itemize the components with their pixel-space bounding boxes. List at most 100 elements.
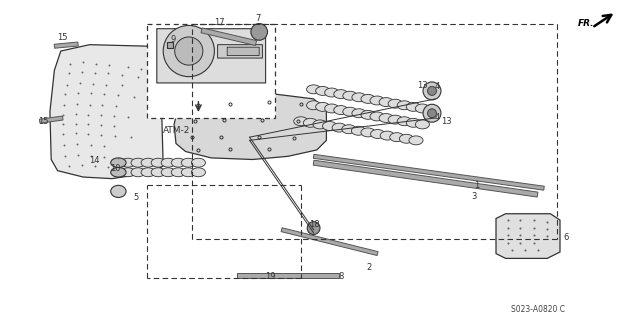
Text: 10: 10: [110, 164, 120, 173]
Ellipse shape: [181, 168, 195, 177]
Polygon shape: [314, 154, 544, 190]
Ellipse shape: [361, 94, 375, 103]
Ellipse shape: [111, 185, 126, 197]
Ellipse shape: [397, 117, 412, 126]
Polygon shape: [174, 93, 326, 160]
Ellipse shape: [111, 158, 126, 167]
Text: 2: 2: [367, 263, 372, 272]
Ellipse shape: [141, 168, 155, 177]
Text: 8: 8: [339, 272, 344, 281]
Ellipse shape: [307, 85, 321, 94]
Ellipse shape: [313, 120, 327, 129]
Ellipse shape: [172, 168, 186, 177]
Ellipse shape: [191, 168, 205, 177]
Polygon shape: [496, 214, 560, 258]
Ellipse shape: [379, 114, 393, 122]
Circle shape: [428, 86, 436, 95]
Ellipse shape: [379, 98, 393, 107]
Ellipse shape: [406, 118, 420, 127]
Ellipse shape: [131, 158, 145, 167]
Text: ATM-2: ATM-2: [163, 126, 191, 135]
Text: 7: 7: [255, 14, 260, 23]
Text: 13: 13: [442, 117, 452, 126]
Ellipse shape: [332, 123, 346, 132]
Ellipse shape: [351, 126, 365, 135]
Ellipse shape: [334, 106, 348, 115]
Text: 15: 15: [58, 33, 68, 42]
Ellipse shape: [370, 96, 384, 105]
Circle shape: [251, 24, 268, 40]
Text: 15: 15: [38, 117, 49, 126]
Ellipse shape: [172, 158, 186, 167]
Ellipse shape: [397, 101, 412, 110]
Ellipse shape: [316, 86, 330, 95]
Ellipse shape: [111, 167, 126, 177]
Ellipse shape: [361, 110, 375, 119]
Text: S023-A0820 C: S023-A0820 C: [511, 305, 564, 314]
Ellipse shape: [316, 102, 330, 111]
Text: 9: 9: [170, 35, 175, 44]
FancyBboxPatch shape: [157, 29, 266, 83]
Ellipse shape: [415, 104, 429, 113]
Polygon shape: [50, 45, 163, 179]
Ellipse shape: [388, 99, 403, 108]
Text: 1: 1: [474, 181, 479, 189]
Circle shape: [163, 26, 214, 77]
Ellipse shape: [370, 112, 384, 121]
Ellipse shape: [121, 168, 135, 177]
Ellipse shape: [334, 90, 348, 99]
Circle shape: [428, 109, 436, 118]
Ellipse shape: [324, 104, 339, 113]
Ellipse shape: [390, 133, 404, 142]
Circle shape: [175, 37, 203, 65]
Text: FR.: FR.: [578, 19, 595, 28]
FancyBboxPatch shape: [227, 47, 259, 56]
Ellipse shape: [307, 101, 321, 110]
Ellipse shape: [399, 134, 413, 143]
Ellipse shape: [161, 168, 175, 177]
Circle shape: [423, 104, 441, 122]
Ellipse shape: [388, 115, 403, 124]
Ellipse shape: [131, 168, 145, 177]
Polygon shape: [313, 160, 538, 197]
Ellipse shape: [181, 158, 195, 167]
Text: 4: 4: [435, 113, 440, 122]
Ellipse shape: [294, 117, 308, 126]
Ellipse shape: [191, 158, 205, 167]
Polygon shape: [40, 116, 63, 123]
Text: 17: 17: [214, 19, 225, 27]
Ellipse shape: [352, 109, 366, 118]
Ellipse shape: [406, 102, 420, 111]
Ellipse shape: [151, 158, 165, 167]
FancyBboxPatch shape: [147, 24, 275, 118]
Text: 4: 4: [435, 82, 440, 91]
Text: 13: 13: [417, 81, 428, 90]
Polygon shape: [201, 28, 257, 46]
Ellipse shape: [361, 128, 375, 137]
Ellipse shape: [352, 93, 366, 102]
Text: 18: 18: [310, 220, 320, 229]
Ellipse shape: [324, 88, 339, 97]
Circle shape: [423, 82, 441, 100]
Ellipse shape: [380, 131, 394, 140]
Text: 19: 19: [266, 272, 276, 281]
Text: 6: 6: [563, 233, 568, 242]
Ellipse shape: [415, 120, 429, 129]
Text: 5: 5: [134, 193, 139, 202]
Ellipse shape: [343, 91, 357, 100]
Ellipse shape: [343, 107, 357, 116]
Text: 14: 14: [90, 156, 100, 165]
Ellipse shape: [303, 118, 317, 127]
Circle shape: [307, 222, 320, 234]
Polygon shape: [54, 42, 78, 48]
Ellipse shape: [141, 158, 155, 167]
Polygon shape: [281, 228, 378, 256]
Ellipse shape: [409, 136, 423, 145]
Ellipse shape: [371, 130, 385, 138]
Ellipse shape: [323, 122, 337, 130]
Ellipse shape: [161, 158, 175, 167]
Text: 3: 3: [471, 192, 476, 201]
Ellipse shape: [121, 158, 135, 167]
FancyBboxPatch shape: [218, 45, 262, 58]
Ellipse shape: [342, 125, 356, 134]
